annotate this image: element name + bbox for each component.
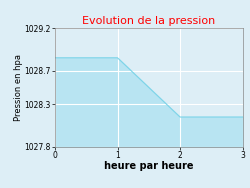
Y-axis label: Pression en hpa: Pression en hpa — [14, 54, 23, 121]
Title: Evolution de la pression: Evolution de la pression — [82, 16, 216, 26]
X-axis label: heure par heure: heure par heure — [104, 161, 194, 171]
